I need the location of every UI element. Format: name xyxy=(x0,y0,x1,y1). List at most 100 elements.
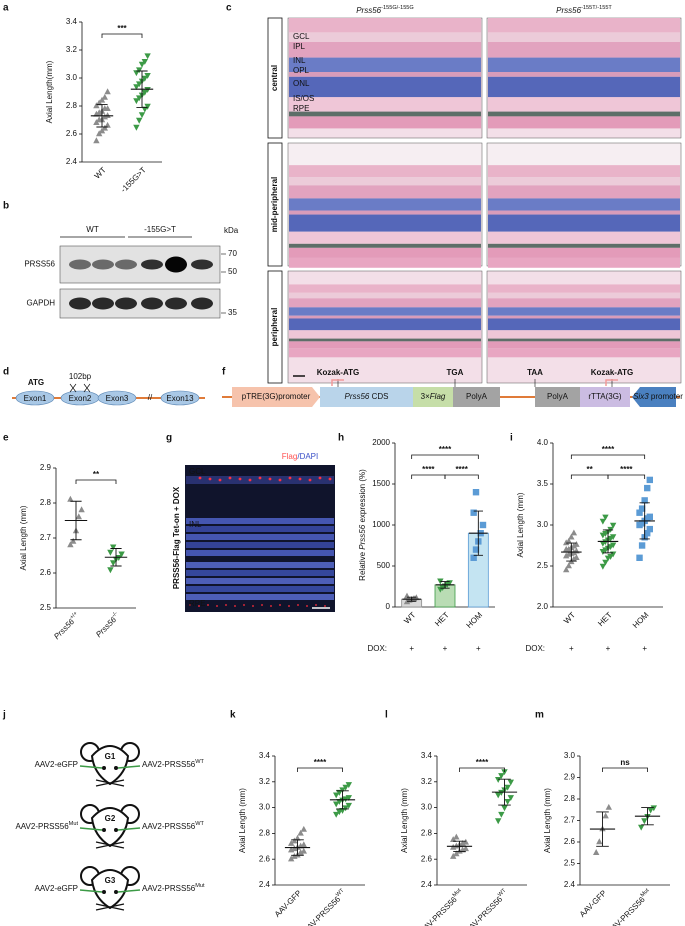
data-point xyxy=(609,522,617,529)
stain-title: Flag/DAPI xyxy=(282,452,318,461)
data-point xyxy=(141,59,148,65)
data-point xyxy=(144,87,151,93)
significance-label: **** xyxy=(439,445,452,454)
data-point xyxy=(501,805,508,812)
data-point xyxy=(342,805,349,812)
left-label: AAV2-eGFP xyxy=(35,760,78,769)
data-point xyxy=(507,779,514,786)
tissue-layer xyxy=(289,315,481,319)
data-point xyxy=(479,521,487,529)
data-point xyxy=(297,829,304,836)
significance-label: **** xyxy=(455,465,468,474)
tissue-layer xyxy=(488,210,680,215)
significance-bracket xyxy=(297,767,343,772)
tissue-layer xyxy=(289,231,481,244)
text-part: Prss56 xyxy=(344,392,369,401)
data-point xyxy=(141,75,148,82)
significance-label: **** xyxy=(422,465,435,474)
text-part: +/+ xyxy=(69,611,79,621)
text-part: AAV2-eGFP xyxy=(35,760,78,769)
exon xyxy=(15,390,55,406)
data-point xyxy=(638,542,646,549)
text-part: WT xyxy=(195,821,204,827)
data-point xyxy=(472,489,480,496)
y-axis-title: Axial Length (mm) xyxy=(19,505,28,570)
panel-letter: m xyxy=(535,710,544,721)
text-part: -155T/-155T xyxy=(581,5,612,11)
significance-bracket xyxy=(459,767,505,772)
flag-signal xyxy=(208,477,212,481)
text-part: Mut xyxy=(452,888,463,899)
flag-signal xyxy=(207,604,209,606)
data-point xyxy=(599,563,607,570)
data-point xyxy=(647,807,654,814)
data-point xyxy=(144,53,151,60)
panel-letter: a xyxy=(3,3,9,14)
y-tick-label: 2.4 xyxy=(259,880,271,889)
data-point xyxy=(104,112,111,118)
right-label: AAV2-PRSS56WT xyxy=(142,821,204,831)
eye xyxy=(114,766,118,770)
needle xyxy=(79,889,103,893)
data-point xyxy=(504,784,511,791)
blot-band xyxy=(191,297,213,310)
y-tick-label: 2.8 xyxy=(259,829,271,838)
data-point xyxy=(570,555,578,562)
tissue-layer xyxy=(488,298,680,308)
flag-signal xyxy=(297,604,299,606)
tissue-layer xyxy=(488,116,680,129)
panel-letter: i xyxy=(510,433,513,444)
tissue-layer xyxy=(289,284,481,293)
data-point xyxy=(339,807,346,814)
data-point xyxy=(563,566,570,573)
start-codon: ATG xyxy=(28,378,44,387)
tissue-layer xyxy=(289,111,481,117)
y-tick-label: 2.8 xyxy=(421,829,433,838)
significance-label: **** xyxy=(620,465,633,474)
data-point xyxy=(602,514,609,521)
text-part: Mut xyxy=(195,883,205,889)
vector-element xyxy=(632,387,676,407)
row-box xyxy=(267,17,283,139)
y-tick-label: 3.4 xyxy=(259,751,271,760)
text-part: Axial Length (mm) xyxy=(19,505,28,570)
y-tick-label: 2.7 xyxy=(40,533,52,542)
left-label: AAV2-PRSS56Mut xyxy=(15,821,78,831)
data-point xyxy=(136,67,143,74)
dox-value: + xyxy=(443,644,448,653)
group-name: G3 xyxy=(105,876,116,885)
data-point xyxy=(78,506,85,513)
tissue-layer xyxy=(289,177,481,186)
data-point xyxy=(495,777,502,783)
vector-element xyxy=(580,387,630,407)
tissue-layer xyxy=(289,165,481,178)
data-point xyxy=(291,837,298,844)
flag-signal xyxy=(198,605,200,607)
tissue-layer xyxy=(289,338,481,342)
text-part: WT xyxy=(335,888,346,899)
tissue-layer xyxy=(488,97,680,112)
data-point xyxy=(470,554,477,561)
y-tick-label: 3.5 xyxy=(537,479,549,488)
tissue-layer xyxy=(289,198,481,211)
vector-element xyxy=(232,387,320,407)
site-label: Kozak-ATG xyxy=(591,368,634,377)
y-tick-label: 2.8 xyxy=(40,498,52,507)
data-point xyxy=(345,782,352,789)
y-tick-label: 500 xyxy=(377,561,391,570)
text-part: rTTA(3G) xyxy=(588,392,622,401)
panel-letter: b xyxy=(3,201,9,212)
row-label: central xyxy=(270,65,279,91)
y-tick-label: 2.8 xyxy=(564,794,576,803)
text-part: AAV2-eGFP xyxy=(35,884,78,893)
tissue-layer xyxy=(289,330,481,339)
eye xyxy=(102,828,106,832)
whiskers xyxy=(95,903,125,911)
significance-label: *** xyxy=(117,24,127,33)
data-point xyxy=(110,560,117,567)
layer-label: GCL xyxy=(189,467,206,476)
tissue-layer xyxy=(289,214,481,232)
y-tick-label: 2.7 xyxy=(564,816,576,825)
flag-signal xyxy=(252,605,254,607)
